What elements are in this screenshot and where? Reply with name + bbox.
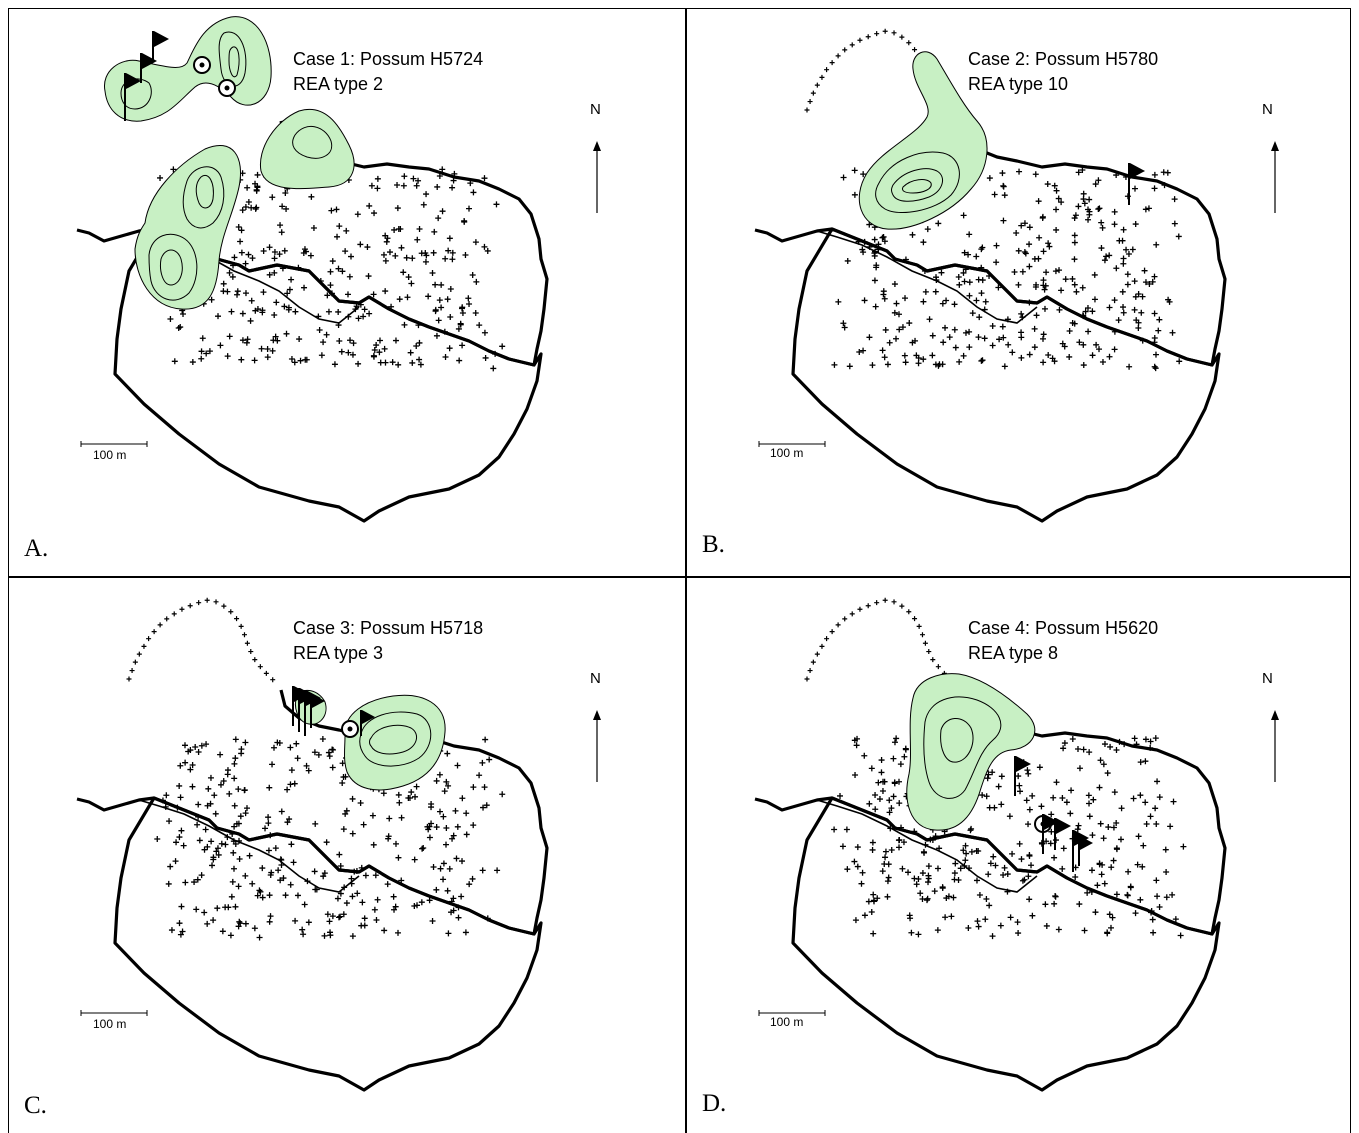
scale-bar	[758, 441, 826, 447]
scale-label: 100 m	[93, 1017, 127, 1031]
trap-grid-points	[831, 166, 1183, 372]
flag-icon	[140, 53, 157, 83]
map-b	[754, 28, 1279, 523]
scale-label: 100 m	[770, 446, 804, 460]
flag-cluster-icon	[1042, 814, 1093, 872]
flag-icon	[124, 73, 141, 121]
study-area-map	[754, 120, 1227, 523]
map-c	[76, 597, 601, 1092]
target-icon	[193, 56, 211, 74]
marker-layer	[1014, 756, 1093, 872]
study-area-map	[76, 689, 549, 1092]
marker-layer	[124, 31, 236, 121]
kernel-contours	[906, 673, 1036, 831]
panel-letter: D.	[702, 1090, 727, 1117]
kernel-contours	[295, 689, 446, 791]
flag-icon	[360, 710, 375, 736]
frame-top	[8, 8, 1351, 9]
target-icon	[341, 720, 359, 738]
case-title: Case 4: Possum H5620	[968, 618, 1159, 638]
scale-bar	[80, 441, 148, 447]
survey-track	[126, 597, 276, 683]
case-title: Case 2: Possum H5780	[968, 49, 1159, 69]
survey-track	[804, 597, 954, 683]
scale-bar	[758, 1010, 826, 1016]
marker-layer	[1128, 163, 1145, 205]
flag-icon	[1128, 163, 1145, 205]
scale-label: 100 m	[93, 448, 127, 462]
map-d	[754, 597, 1279, 1092]
rea-type: REA type 10	[968, 74, 1069, 94]
frame-middle-vertical	[685, 8, 687, 1133]
panel-b: Case 2: Possum H5780 REA type 10 N 100 m…	[687, 9, 1350, 576]
north-label: N	[1262, 101, 1273, 118]
north-label: N	[590, 670, 601, 687]
kernel-contours	[858, 51, 988, 230]
rea-type: REA type 8	[968, 643, 1059, 663]
flag-icon	[1014, 756, 1031, 796]
marker-layer	[292, 686, 375, 738]
case-title: Case 3: Possum H5718	[293, 618, 484, 638]
target-icon	[218, 79, 236, 97]
north-label: N	[1262, 670, 1273, 687]
trap-grid-points	[831, 735, 1187, 940]
panel-letter: B.	[702, 531, 725, 558]
map-a	[76, 16, 601, 523]
frame-middle-horizontal	[8, 576, 1351, 578]
north-arrow-icon	[1271, 710, 1279, 782]
north-label: N	[590, 101, 601, 118]
frame-right	[1350, 8, 1351, 1133]
case-title: Case 1: Possum H5724	[293, 49, 484, 69]
panel-d: Case 4: Possum H5620 REA type 8 N 100 m …	[687, 578, 1350, 1133]
flag-cluster-icon	[292, 686, 325, 736]
panel-c: Case 3: Possum H5718 REA type 3 N 100 m …	[9, 578, 685, 1133]
north-arrow-icon	[593, 710, 601, 782]
scale-bar	[80, 1010, 148, 1016]
trap-grid-points	[154, 735, 506, 941]
scale-label: 100 m	[770, 1015, 804, 1029]
panel-letter: C.	[24, 1092, 47, 1119]
north-arrow-icon	[1271, 141, 1279, 213]
flag-icon	[152, 31, 169, 61]
rea-type: REA type 3	[293, 643, 384, 663]
panel-letter: A.	[24, 535, 49, 562]
frame-left	[8, 8, 9, 1133]
north-arrow-icon	[593, 141, 601, 213]
rea-type: REA type 2	[293, 74, 384, 94]
panel-a: Case 1: Possum H5724 REA type 2 N 100 m …	[9, 9, 685, 576]
